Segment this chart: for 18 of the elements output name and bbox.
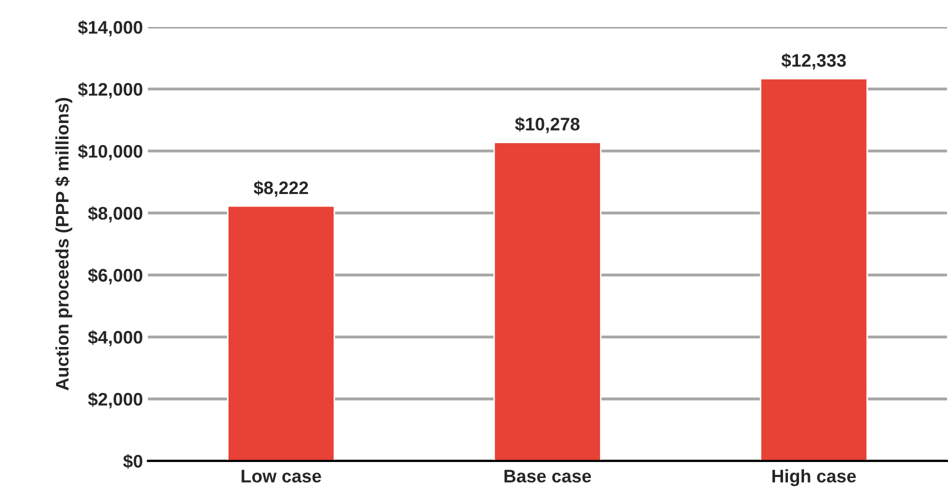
data-label: $8,222	[254, 180, 308, 197]
y-tick-label: $8,000	[88, 206, 142, 222]
x-tick-label: High case	[772, 469, 856, 486]
x-tick-label: Base case	[504, 470, 592, 483]
y-tick-label: $0	[123, 454, 142, 469]
y-tick-label: $4,000	[88, 330, 142, 346]
data-label: $10,278	[515, 116, 580, 134]
y-tick-label: $6,000	[88, 268, 142, 284]
y-tick-label: $12,000	[78, 82, 142, 98]
data-label: $12,333	[781, 53, 846, 70]
bar	[227, 205, 336, 461]
y-tick-label: $10,000	[78, 144, 142, 160]
x-tick-label: Low case	[242, 470, 322, 483]
bar	[493, 142, 602, 461]
y-tick-label: $14,000	[78, 20, 142, 36]
y-tick-label: $2,000	[88, 392, 142, 408]
y-axis-title: Auction proceeds (PPP $ millions)	[55, 98, 72, 390]
bar	[760, 78, 868, 461]
